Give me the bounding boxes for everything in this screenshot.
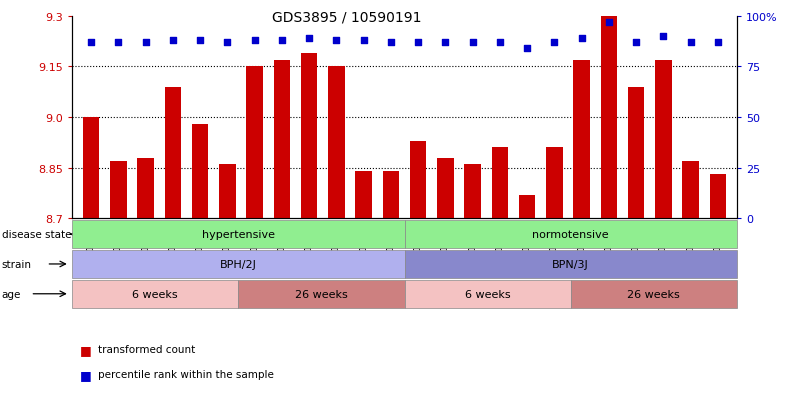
Bar bbox=[219, 165, 235, 219]
Text: 26 weeks: 26 weeks bbox=[627, 289, 680, 299]
Bar bbox=[83, 118, 99, 219]
Bar bbox=[165, 88, 181, 219]
Point bbox=[384, 40, 397, 46]
Text: transformed count: transformed count bbox=[98, 344, 195, 354]
Text: BPN/3J: BPN/3J bbox=[553, 259, 589, 269]
Point bbox=[466, 40, 479, 46]
Point bbox=[194, 38, 207, 44]
Bar bbox=[710, 175, 726, 219]
Bar bbox=[111, 161, 127, 219]
Bar bbox=[628, 88, 644, 219]
Bar bbox=[192, 124, 208, 219]
Point bbox=[439, 40, 452, 46]
Bar bbox=[519, 195, 535, 219]
Point bbox=[221, 40, 234, 46]
Bar bbox=[655, 60, 671, 219]
Bar bbox=[601, 17, 617, 219]
Point bbox=[167, 38, 179, 44]
Point bbox=[630, 40, 642, 46]
Text: age: age bbox=[2, 289, 21, 299]
Text: percentile rank within the sample: percentile rank within the sample bbox=[98, 369, 274, 379]
Point bbox=[521, 45, 533, 52]
Point bbox=[330, 38, 343, 44]
Bar bbox=[301, 54, 317, 219]
Text: 6 weeks: 6 weeks bbox=[465, 289, 510, 299]
Bar bbox=[546, 148, 562, 219]
Text: ■: ■ bbox=[80, 368, 92, 381]
Point bbox=[575, 36, 588, 42]
Bar bbox=[410, 141, 426, 219]
Text: 6 weeks: 6 weeks bbox=[132, 289, 178, 299]
Bar bbox=[383, 172, 399, 219]
Text: BPH/2J: BPH/2J bbox=[219, 259, 257, 269]
Text: 26 weeks: 26 weeks bbox=[295, 289, 348, 299]
Bar bbox=[574, 60, 590, 219]
Point bbox=[548, 40, 561, 46]
Point bbox=[711, 40, 724, 46]
Text: strain: strain bbox=[2, 259, 31, 269]
Bar bbox=[247, 67, 263, 219]
Point bbox=[684, 40, 697, 46]
Bar bbox=[274, 60, 290, 219]
Point bbox=[657, 33, 670, 40]
Point bbox=[112, 40, 125, 46]
Bar bbox=[465, 165, 481, 219]
Text: GDS3895 / 10590191: GDS3895 / 10590191 bbox=[272, 10, 422, 24]
Point bbox=[357, 38, 370, 44]
Text: hypertensive: hypertensive bbox=[202, 230, 275, 240]
Bar bbox=[356, 172, 372, 219]
Text: normotensive: normotensive bbox=[533, 230, 609, 240]
Point bbox=[139, 40, 152, 46]
Point bbox=[602, 19, 615, 26]
Bar bbox=[138, 158, 154, 219]
Bar bbox=[682, 161, 698, 219]
Point bbox=[276, 38, 288, 44]
Point bbox=[412, 40, 425, 46]
Bar bbox=[328, 67, 344, 219]
Bar bbox=[492, 148, 508, 219]
Text: disease state: disease state bbox=[2, 230, 71, 240]
Point bbox=[248, 38, 261, 44]
Point bbox=[85, 40, 98, 46]
Point bbox=[493, 40, 506, 46]
Text: ■: ■ bbox=[80, 343, 92, 356]
Point bbox=[303, 36, 316, 42]
Bar bbox=[437, 158, 453, 219]
